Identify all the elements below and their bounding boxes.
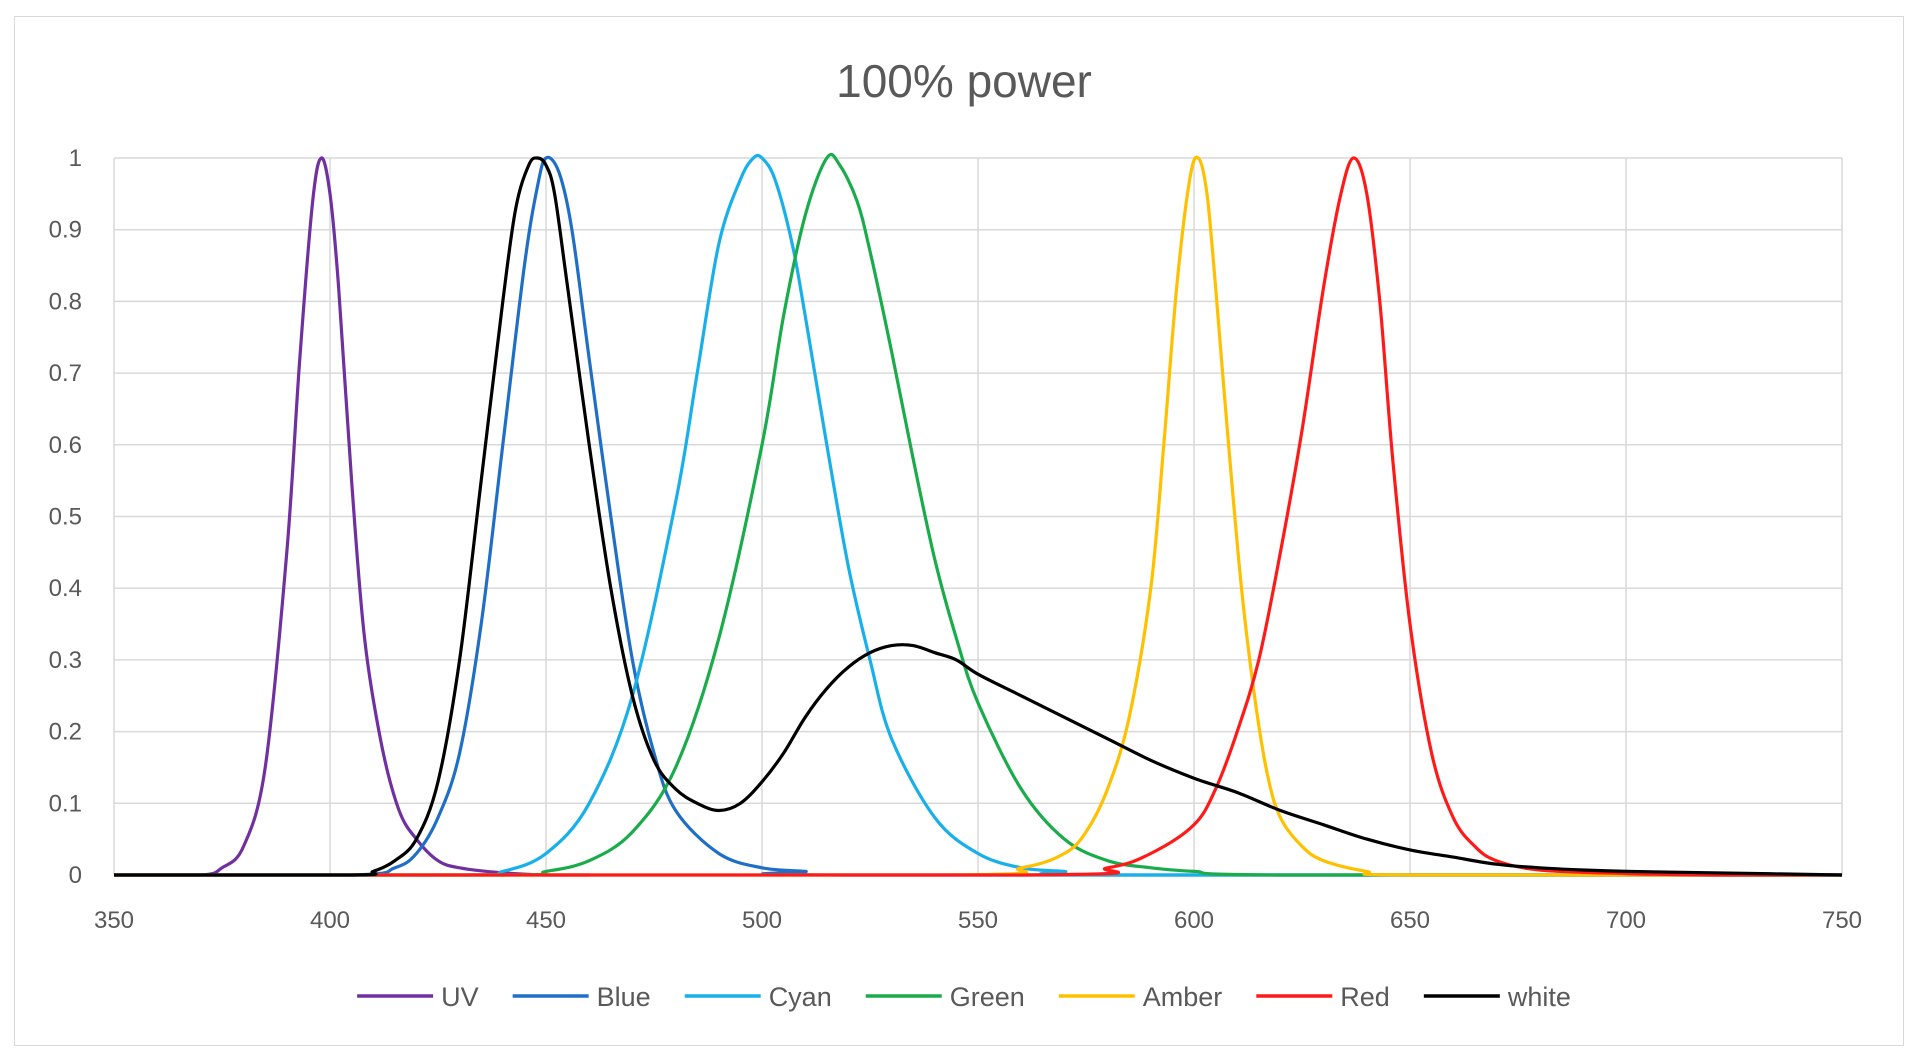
legend-label: Cyan [769, 982, 832, 1012]
y-tick-label: 0.7 [49, 360, 82, 387]
x-tick-label: 700 [1606, 907, 1646, 934]
x-tick-label: 350 [94, 907, 134, 934]
y-tick-label: 0.5 [49, 504, 82, 531]
y-tick-label: 0.4 [49, 575, 82, 602]
series-line-white [114, 156, 1843, 877]
legend-label: Green [950, 982, 1025, 1012]
legend: UV Blue Cyan Green Amber Red white [357, 982, 1571, 1012]
y-tick-label: 0.3 [49, 647, 82, 674]
legend-label: Blue [597, 982, 651, 1012]
legend-label: Red [1340, 982, 1390, 1012]
x-tick-label: 450 [526, 907, 566, 934]
x-tick-label: 750 [1822, 907, 1862, 934]
x-tick-label: 650 [1390, 907, 1430, 934]
chart-title: 100% power [836, 55, 1092, 107]
series-line-red [114, 156, 1842, 877]
y-tick-label: 0.6 [49, 432, 82, 459]
series-lines [114, 152, 1843, 877]
y-tick-label: 0.8 [49, 288, 82, 315]
gridlines [113, 157, 1843, 875]
legend-label: Amber [1143, 982, 1223, 1012]
series-line-cyan [114, 153, 1842, 877]
x-tick-label: 500 [742, 907, 782, 934]
legend-label: UV [441, 982, 479, 1012]
x-tick-label: 400 [310, 907, 350, 934]
series-line-uv [114, 156, 590, 877]
series-line-green [114, 152, 1842, 877]
axes: 0 0.1 0.2 0.3 0.4 0.5 0.6 0.7 0.8 0.9 1 350 400 450 50… [49, 145, 1862, 934]
x-tick-label: 550 [958, 907, 998, 934]
legend-label: white [1507, 982, 1571, 1012]
series-line-amber [114, 155, 1842, 877]
y-tick-label: 0.2 [49, 719, 82, 746]
x-tick-label: 600 [1174, 907, 1214, 934]
y-tick-label: 0.9 [49, 217, 82, 244]
y-tick-label: 1 [69, 145, 82, 172]
y-tick-label: 0.1 [49, 790, 82, 817]
series-line-blue [114, 155, 1842, 877]
y-tick-label: 0 [69, 862, 82, 889]
